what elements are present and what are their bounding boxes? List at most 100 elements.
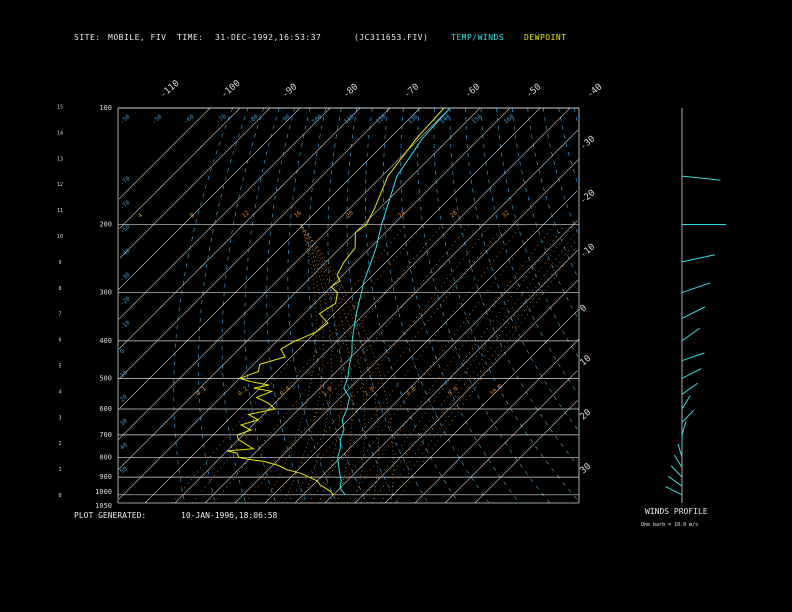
right-temp-label: -10 (579, 242, 598, 260)
isotherm (118, 107, 361, 350)
mixing-ratio-label: 0.4 (279, 385, 292, 398)
mixing-ratio-label: 5.0 (447, 385, 460, 398)
height-tick-label: 7 (58, 312, 61, 318)
dry-adiabat-label: 110 (343, 113, 356, 126)
dry-adiabat-label: 160 (503, 113, 516, 126)
isotherm (119, 107, 391, 379)
isotherm (144, 107, 541, 504)
isotherm-lines (117, 107, 580, 504)
mixing-ratio-line (213, 224, 443, 504)
dry-adiabat (382, 107, 490, 504)
dry-adiabat (244, 107, 280, 504)
pressure-tick-label: 400 (99, 337, 112, 345)
mixing-ratio-line (286, 224, 505, 504)
dry-adiabat-label: -50 (151, 113, 164, 126)
isotherm (119, 107, 271, 259)
pressure-tick-label: 800 (99, 453, 112, 461)
dry-adiabat-label: -70 (119, 199, 132, 212)
mixing-ratio-label: 2.0 (363, 385, 376, 398)
mixing-ratio-line (380, 232, 576, 504)
right-temp-label: 30 (579, 462, 594, 477)
dry-adiabat-label: -80 (247, 113, 260, 126)
mixing-ratio-label: 28 (449, 209, 459, 219)
dry-adiabat-label: 130 (407, 113, 420, 126)
dry-adiabat-label: -50 (119, 113, 132, 126)
wind-barb (681, 282, 711, 294)
right-temp-label: -30 (579, 134, 598, 152)
isotherm (118, 107, 481, 470)
dry-adiabat-label: 50 (119, 465, 129, 475)
mixing-ratio-line (270, 224, 492, 504)
dry-adiabat-label: 40 (119, 441, 129, 451)
height-tick-label: 8 (58, 286, 61, 292)
isotherm (294, 220, 578, 504)
sounding-series (226, 107, 451, 496)
dry-adiabat-label: -30 (119, 271, 132, 284)
dry-adiabat-label: 140 (439, 113, 452, 126)
height-tick-label: 5 (58, 364, 61, 370)
dry-adiabat (198, 107, 249, 504)
dry-adiabat-label: 0 (119, 348, 127, 356)
moist-adiabat (300, 224, 379, 504)
wind-barb (681, 382, 699, 395)
moist-adiabat (300, 224, 366, 504)
site-label: SITE: (74, 33, 101, 42)
isotherm (354, 279, 579, 504)
dry-adiabat (511, 107, 579, 319)
mixing-ratio-line (394, 247, 577, 504)
pressure-tick-label: 100 (99, 104, 112, 112)
pressure-tick-label: 500 (99, 374, 112, 382)
mixing-ratio-line (346, 224, 555, 504)
moist-adiabat (282, 224, 324, 504)
right-temp-label: -20 (579, 188, 598, 206)
mixing-ratio-label: 10.0 (489, 383, 505, 398)
height-tick-label: 10 (57, 234, 63, 240)
dry-adiabat (542, 107, 578, 233)
dry-adiabat (527, 107, 577, 276)
top-temp-label: -100 (220, 79, 243, 101)
pressure-tick-label: 1000 (95, 488, 112, 496)
legend-dewpoint: DEWPOINT (524, 33, 567, 42)
dry-adiabat-label: -70 (215, 113, 228, 126)
height-tick-label: 0 (58, 493, 61, 499)
dry-adiabat-label: -60 (183, 113, 196, 126)
dry-adiabat-label: 20 (119, 393, 129, 403)
height-tick-label: 1 (58, 467, 61, 473)
dry-adiabat (573, 107, 578, 125)
isotherm (234, 159, 579, 504)
height-tick-label: 13 (57, 156, 63, 162)
right-temp-label: 10 (579, 354, 594, 369)
dry-adiabat-label: -10 (119, 319, 132, 332)
dry-adiabat (365, 107, 459, 504)
mixing-ratio-label: 0.1 (195, 385, 208, 398)
mixing-ratio-label: 8 (189, 212, 197, 220)
top-temp-label: -80 (342, 82, 361, 100)
right-temp-label: 20 (579, 408, 594, 423)
isotherm (119, 107, 241, 229)
isotherm (118, 107, 331, 320)
mixing-ratio-label: 12 (241, 209, 251, 219)
mixing-ratio-label: 3.0 (405, 385, 418, 398)
file-value: (JC311653.FIV) (354, 33, 429, 42)
mixing-ratio-label: 24 (397, 209, 407, 219)
isotherm (118, 107, 301, 290)
wind-barb (665, 486, 683, 496)
dry-adiabat (327, 107, 399, 504)
pressure-tick-label: 1050 (95, 502, 112, 510)
dry-adiabat-label: -40 (119, 247, 132, 260)
mixing-ratio-line (307, 224, 523, 504)
isobar-lines (118, 107, 579, 496)
top-temp-label: -40 (586, 82, 605, 100)
isotherm (444, 370, 578, 504)
mixing-ratio-label: 4 (137, 212, 145, 220)
moist-adiabat (300, 224, 394, 504)
isotherm (118, 107, 511, 500)
wind-barb (681, 421, 687, 436)
temperature-line (337, 107, 451, 496)
top-temp-label: -60 (464, 82, 483, 100)
height-tick-label: 4 (58, 389, 61, 395)
isotherm (204, 129, 579, 504)
plot-generated-value: 10-JAN-1996,18:06:58 (181, 511, 278, 520)
dry-adiabat (449, 108, 579, 466)
mixing-ratio-line (328, 224, 540, 504)
